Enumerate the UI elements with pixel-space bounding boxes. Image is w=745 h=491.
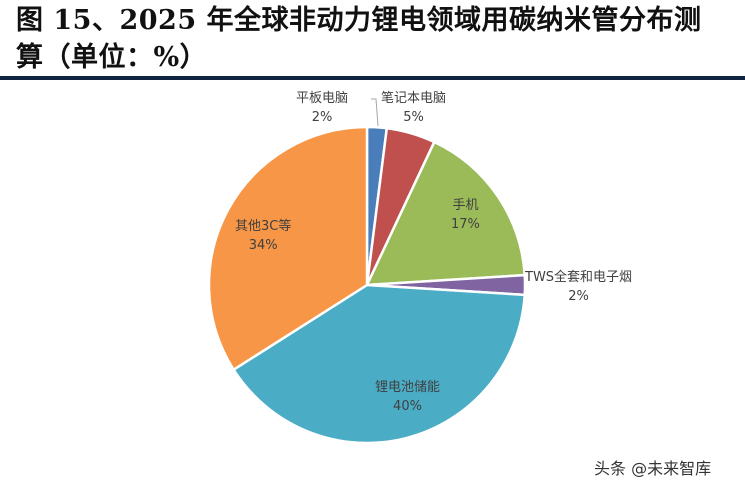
figure-title: 图 15、2025 年全球非动力锂电领域用碳纳米管分布测 算（单位：%） xyxy=(16,2,736,76)
title-line-1: 图 15、2025 年全球非动力锂电领域用碳纳米管分布测 xyxy=(16,5,702,36)
label-phone: 手机 17% xyxy=(451,198,480,232)
label-battery-storage: 锂电池储能 40% xyxy=(375,380,441,414)
title-divider xyxy=(0,76,745,80)
pie-slice xyxy=(207,125,369,372)
pie-slice xyxy=(364,140,527,287)
leader-line xyxy=(371,98,379,127)
watermark: 头条 @未来智库 xyxy=(594,459,712,478)
label-tablet: 平板电脑 2% xyxy=(296,91,349,125)
label-laptop: 笔记本电脑 5% xyxy=(381,91,447,125)
title-line-2: 算（单位：%） xyxy=(16,42,208,73)
label-other-3c: 其他3C等 34% xyxy=(235,219,292,253)
label-tws: TWS全套和电子烟 2% xyxy=(525,270,633,304)
